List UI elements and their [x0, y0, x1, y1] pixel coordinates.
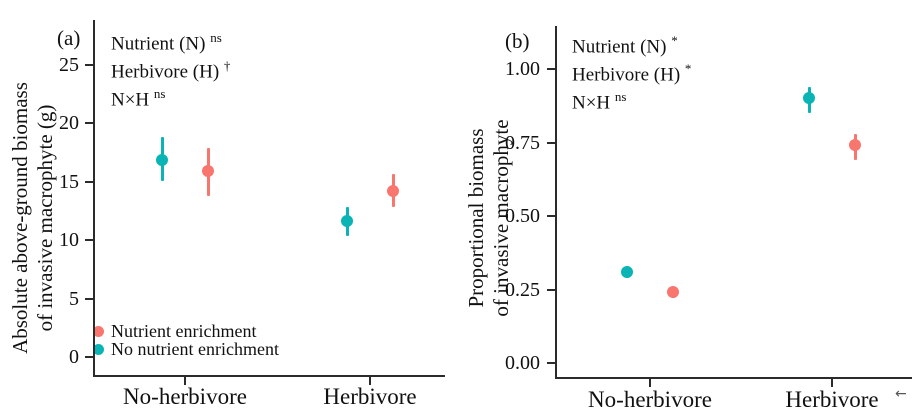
annotation-interaction-b: N×H ns — [572, 88, 627, 113]
x-category-label: No-herbivore — [588, 387, 712, 412]
panel-b-label: (b) — [505, 29, 530, 53]
annotation-nutrient-b: Nutrient (N) * — [572, 33, 678, 58]
panel-b-annotations: Nutrient (N) * Herbivore (H) * N×H ns — [572, 30, 691, 113]
legend-dot-nutrient-icon — [93, 325, 104, 337]
y-tick-label: 0 — [69, 346, 79, 368]
significance-mark: † — [223, 57, 231, 73]
y-tick-mark — [85, 180, 93, 183]
significance-mark: * — [684, 60, 692, 76]
x-tick-mark — [369, 377, 371, 385]
data-point — [621, 265, 633, 278]
y-tick-label: 10 — [59, 229, 79, 251]
y-tick-mark — [85, 297, 93, 300]
y-tick-mark — [85, 356, 93, 358]
data-point — [202, 164, 214, 177]
y-tick-label: 1.00 — [505, 58, 540, 80]
annotation-herbivore-b: Herbivore (H) * — [572, 60, 692, 86]
legend-item-nutrient-enrichment: Nutrient enrichment — [93, 320, 279, 341]
annotation-nutrient-a: Nutrient (N) ns — [111, 30, 222, 55]
y-tick-label: 0.00 — [505, 352, 540, 374]
y-tick-label: 5 — [69, 287, 79, 310]
y-tick-label: 0.50 — [505, 205, 540, 227]
y-tick-mark — [85, 122, 93, 124]
y-axis-line — [93, 20, 95, 377]
y-tick-label: 20 — [59, 112, 79, 134]
y-tick-label: 0.75 — [505, 131, 540, 154]
significance-mark: ns — [153, 85, 166, 101]
legend-dot-no-nutrient-icon — [93, 344, 104, 356]
x-category-label: Herbivore — [785, 387, 879, 412]
y-tick-mark — [547, 288, 555, 291]
x-tick-mark — [831, 379, 833, 387]
data-point — [667, 286, 679, 299]
panel-a-label: (a) — [57, 26, 81, 50]
y-tick-mark — [547, 141, 555, 144]
panel-a-annotations: Nutrient (N) ns Herbivore (H) † N×H ns — [111, 27, 230, 110]
y-tick-mark — [85, 239, 93, 241]
line-break-arrow-mark: ← — [895, 386, 907, 402]
y-axis-line — [555, 26, 557, 379]
annotation-interaction-a: N×H ns — [111, 85, 166, 110]
y-tick-mark — [547, 68, 555, 70]
x-category-label: Herbivore — [323, 384, 417, 409]
x-tick-mark — [649, 379, 651, 387]
y-tick-label: 25 — [59, 53, 79, 76]
data-point — [156, 154, 168, 167]
y-tick-mark — [547, 215, 555, 217]
x-axis-line — [555, 377, 912, 379]
legend-item-no-nutrient-enrichment: No nutrient enrichment — [93, 339, 279, 360]
x-tick-mark — [184, 377, 186, 385]
y-tick-label: 0.25 — [505, 278, 540, 301]
significance-mark: ns — [210, 30, 222, 45]
data-point — [387, 184, 399, 197]
legend: Nutrient enrichment No nutrient enrichme… — [93, 320, 279, 360]
x-axis-line — [93, 375, 445, 377]
data-point — [849, 139, 861, 152]
y-tick-label: 15 — [59, 170, 79, 193]
annotation-herbivore-a: Herbivore (H) † — [111, 57, 231, 83]
significance-mark: * — [671, 33, 678, 48]
y-tick-mark — [547, 362, 555, 364]
significance-mark: ns — [614, 88, 627, 104]
legend-label-nutrient: Nutrient enrichment — [111, 320, 257, 341]
y-tick-mark — [85, 63, 93, 66]
x-category-label: No-herbivore — [123, 384, 247, 409]
data-point — [341, 215, 353, 228]
data-point — [803, 92, 815, 105]
legend-label-no-nutrient: No nutrient enrichment — [111, 339, 279, 360]
